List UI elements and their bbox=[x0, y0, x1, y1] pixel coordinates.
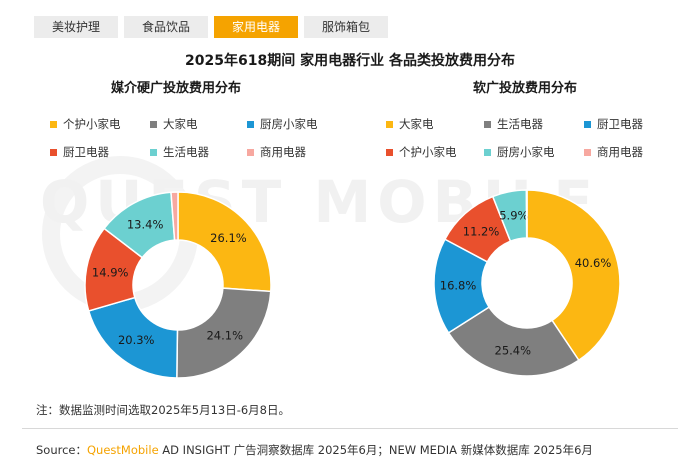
legend-label: 个护小家电 bbox=[63, 117, 121, 131]
legend-label: 厨卫电器 bbox=[63, 145, 109, 159]
legend-swatch bbox=[50, 148, 57, 156]
slice-value-label: 24.1% bbox=[206, 329, 243, 343]
donut-slice bbox=[526, 189, 621, 362]
slice-value-label: 40.6% bbox=[575, 256, 612, 270]
tab-food-drinks[interactable]: 食品饮品 bbox=[124, 16, 208, 38]
legend-swatch bbox=[584, 148, 591, 156]
legend-label: 大家电 bbox=[163, 117, 198, 131]
source-prefix: Source： bbox=[36, 443, 87, 457]
donut-slice bbox=[525, 189, 528, 239]
legend-swatch bbox=[484, 148, 491, 156]
slice-value-label: 11.2% bbox=[463, 225, 500, 239]
legend-label: 厨房小家电 bbox=[497, 145, 555, 159]
legend-label: 生活电器 bbox=[163, 145, 209, 159]
page-title: 2025年618期间 家用电器行业 各品类投放费用分布 bbox=[185, 53, 515, 69]
legend-item: 厨卫电器 bbox=[50, 144, 109, 160]
legend-item: 生活电器 bbox=[484, 116, 543, 132]
legend-label: 商用电器 bbox=[260, 145, 306, 159]
legend-item: 厨卫电器 bbox=[584, 116, 643, 132]
legend-label: 大家电 bbox=[399, 117, 434, 131]
legend-label: 厨卫电器 bbox=[597, 117, 643, 131]
legend-label: 商用电器 bbox=[597, 145, 643, 159]
legend-item: 商用电器 bbox=[247, 144, 306, 160]
legend-item: 个护小家电 bbox=[386, 144, 457, 160]
legend-swatch bbox=[150, 148, 157, 156]
legend-label: 厨房小家电 bbox=[260, 117, 318, 131]
legend-swatch bbox=[584, 120, 591, 128]
legend-swatch bbox=[386, 148, 393, 156]
donut-slice bbox=[447, 306, 580, 377]
tab-home-appliances[interactable]: 家用电器 bbox=[214, 16, 298, 38]
slice-value-label: 25.4% bbox=[495, 344, 532, 358]
legend-swatch bbox=[386, 120, 393, 128]
right-donut-chart: 40.6% 25.4% 16.8% 11.2% 5.9% bbox=[433, 189, 621, 377]
donut-slice bbox=[176, 287, 272, 379]
legend-item: 生活电器 bbox=[150, 144, 209, 160]
donut-slice bbox=[177, 191, 272, 293]
right-chart-title: 软广投放费用分布 bbox=[472, 81, 577, 96]
slice-value-label: 5.9% bbox=[499, 208, 528, 222]
donut-slice bbox=[170, 191, 179, 241]
tab-beauty-care[interactable]: 美妆护理 bbox=[34, 16, 118, 38]
slice-value-label: 26.1% bbox=[210, 231, 247, 245]
footnote: 注：数据监测时间选取2025年5月13日-6月8日。 bbox=[36, 403, 290, 417]
legend-label: 个护小家电 bbox=[399, 145, 457, 159]
slice-value-label: 14.9% bbox=[92, 265, 129, 279]
source-rest: AD INSIGHT 广告洞察数据库 2025年6月；NEW MEDIA 新媒体… bbox=[158, 443, 593, 457]
legend-swatch bbox=[484, 120, 491, 128]
legend-item: 厨房小家电 bbox=[247, 116, 318, 132]
category-tabs: 美妆护理 食品饮品 家用电器 服饰箱包 bbox=[34, 16, 388, 38]
legend-swatch bbox=[50, 120, 57, 128]
divider bbox=[22, 428, 678, 429]
left-donut-chart: 26.1% 24.1% 20.3% 14.9% 13.4% bbox=[84, 191, 272, 379]
legend-label: 生活电器 bbox=[497, 117, 543, 131]
tab-apparel-bags[interactable]: 服饰箱包 bbox=[304, 16, 388, 38]
legend-item: 商用电器 bbox=[584, 144, 643, 160]
legend-item: 厨房小家电 bbox=[484, 144, 555, 160]
legend-swatch bbox=[150, 120, 157, 128]
slice-value-label: 16.8% bbox=[440, 279, 477, 293]
legend-swatch bbox=[247, 120, 254, 128]
legend-item: 大家电 bbox=[386, 116, 434, 132]
slice-value-label: 13.4% bbox=[127, 217, 164, 231]
legend-swatch bbox=[247, 148, 254, 156]
source-line: Source：QuestMobile AD INSIGHT 广告洞察数据库 20… bbox=[36, 442, 593, 458]
legend-item: 大家电 bbox=[150, 116, 198, 132]
source-brand: QuestMobile bbox=[87, 443, 159, 457]
left-chart-title: 媒介硬广投放费用分布 bbox=[110, 81, 241, 96]
slice-value-label: 20.3% bbox=[118, 333, 155, 347]
legend-item: 个护小家电 bbox=[50, 116, 121, 132]
